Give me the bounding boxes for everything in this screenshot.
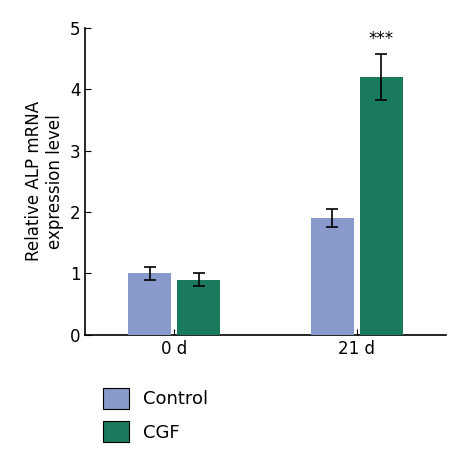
Bar — [128, 273, 171, 335]
Bar — [360, 77, 403, 335]
Text: ***: *** — [369, 30, 394, 47]
Legend: Control, CGF: Control, CGF — [94, 379, 217, 452]
Bar — [311, 218, 354, 335]
Bar — [177, 279, 220, 335]
Y-axis label: Relative ALP mRNA
expression level: Relative ALP mRNA expression level — [26, 101, 64, 261]
